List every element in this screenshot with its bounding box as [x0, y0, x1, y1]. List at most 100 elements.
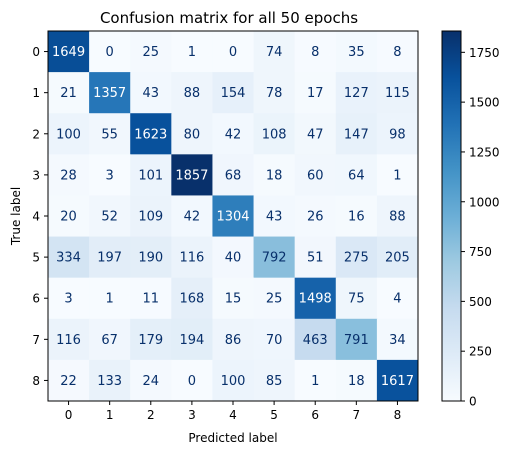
y-tick-label: 1	[32, 86, 40, 100]
heatmap-cell	[335, 72, 378, 114]
heatmap-cell	[130, 318, 172, 361]
y-tick-label: 2	[32, 127, 40, 141]
heatmap-cell	[294, 236, 337, 279]
cell-value-label: 792	[262, 251, 287, 266]
heatmap-cell	[294, 277, 337, 320]
heatmap-cell	[130, 154, 172, 196]
heatmap-cell	[48, 31, 90, 73]
cell-value-label: 20	[60, 210, 77, 225]
cell-value-label: 8	[393, 45, 401, 60]
cell-value-label: 101	[138, 168, 163, 183]
y-tick-label: 7	[32, 333, 40, 347]
heatmap-cell	[294, 31, 337, 73]
cell-value-label: 40	[225, 251, 242, 266]
heatmap-cell	[253, 154, 296, 196]
cell-value-label: 86	[225, 333, 242, 348]
cell-value-label: 42	[184, 210, 201, 225]
cell-value-label: 21	[60, 86, 77, 101]
cell-value-label: 168	[179, 292, 204, 307]
x-tick-label: 6	[311, 408, 319, 422]
cell-value-label: 1623	[134, 127, 167, 142]
heatmap-cell	[335, 154, 378, 196]
heatmap-cell	[89, 195, 131, 238]
heatmap-cell	[376, 31, 419, 73]
heatmap-cell	[253, 318, 296, 361]
cell-value-label: 70	[266, 333, 283, 348]
cell-value-label: 179	[138, 333, 163, 348]
heatmap-cell	[212, 318, 255, 361]
cell-value-label: 18	[348, 374, 365, 389]
heatmap-cell	[253, 236, 296, 279]
cell-value-label: 15	[225, 292, 242, 307]
heatmap-cell	[130, 359, 172, 402]
x-tick-label: 3	[188, 408, 196, 422]
cell-value-label: 68	[225, 168, 242, 183]
cell-value-label: 43	[266, 210, 283, 225]
heatmap-cell	[294, 318, 337, 361]
cell-value-label: 1857	[175, 168, 208, 183]
heatmap-cell	[376, 277, 419, 320]
cell-value-label: 190	[138, 251, 163, 266]
heatmap-cell	[253, 277, 296, 320]
x-tick-label: 0	[65, 408, 73, 422]
cell-value-label: 85	[266, 374, 283, 389]
x-tick-label: 2	[147, 408, 155, 422]
heatmap-cell	[48, 236, 90, 279]
heatmap-cell	[335, 31, 378, 73]
heatmap-cell	[48, 113, 90, 155]
cell-value-label: 334	[56, 251, 81, 266]
colorbar-axis: 0 250 500 750 1000 1250 1500 1750	[461, 46, 500, 409]
colorbar-tick-label: 1250	[469, 145, 500, 159]
heatmap-cell	[376, 236, 419, 279]
colorbar-tick-label: 500	[469, 295, 492, 309]
cell-value-label: 55	[101, 127, 118, 142]
heatmap-cell	[212, 277, 255, 320]
heatmap-cell	[130, 113, 172, 155]
heatmap-cell	[89, 236, 131, 279]
heatmap-cell	[130, 72, 172, 114]
y-axis-label: True label	[9, 187, 23, 246]
cell-value-label: 100	[221, 374, 246, 389]
heatmap-cell	[89, 318, 131, 361]
cell-value-label: 42	[225, 127, 242, 142]
cell-value-label: 1	[393, 168, 401, 183]
cell-value-label: 133	[97, 374, 122, 389]
colorbar-tick-label: 250	[469, 345, 492, 359]
cell-value-label: 3	[106, 168, 114, 183]
heatmap-cell	[253, 72, 296, 114]
cell-value-label: 75	[348, 292, 365, 307]
x-axis: 0 1 2 3 4 5 6 7 8	[65, 401, 401, 422]
heatmap-cell	[335, 359, 378, 402]
heatmap-cell	[253, 31, 296, 73]
heatmap-cell	[48, 72, 90, 114]
heatmap-cell	[376, 113, 419, 155]
cell-value-label: 51	[307, 251, 324, 266]
cell-value-label: 0	[106, 45, 114, 60]
cell-value-label: 98	[389, 127, 406, 142]
y-tick-label: 6	[32, 292, 40, 306]
cell-value-label: 108	[262, 127, 287, 142]
heatmap-cell	[212, 31, 255, 73]
heatmap-cell	[89, 154, 131, 196]
cell-value-label: 25	[266, 292, 283, 307]
cell-value-label: 3	[64, 292, 72, 307]
heatmap-cell	[130, 195, 172, 238]
heatmap-cell	[294, 72, 337, 114]
x-tick-label: 7	[353, 408, 361, 422]
cell-value-label: 67	[101, 333, 118, 348]
cell-value-label: 17	[307, 86, 324, 101]
colorbar-tick-label: 1750	[469, 46, 500, 60]
heatmap-cell	[89, 72, 131, 114]
cell-value-label: 8	[311, 45, 319, 60]
cell-value-label: 100	[56, 127, 81, 142]
cell-value-label: 1498	[299, 292, 332, 307]
cell-value-label: 0	[229, 45, 237, 60]
heatmap-cell	[294, 154, 337, 196]
heatmap-cell	[376, 318, 419, 361]
heatmap-cell	[89, 359, 131, 402]
heatmap-cell	[171, 359, 213, 402]
cell-value-label: 4	[393, 292, 401, 307]
cell-value-label: 791	[344, 333, 369, 348]
cell-value-label: 35	[348, 45, 365, 60]
y-tick-label: 4	[32, 210, 40, 224]
